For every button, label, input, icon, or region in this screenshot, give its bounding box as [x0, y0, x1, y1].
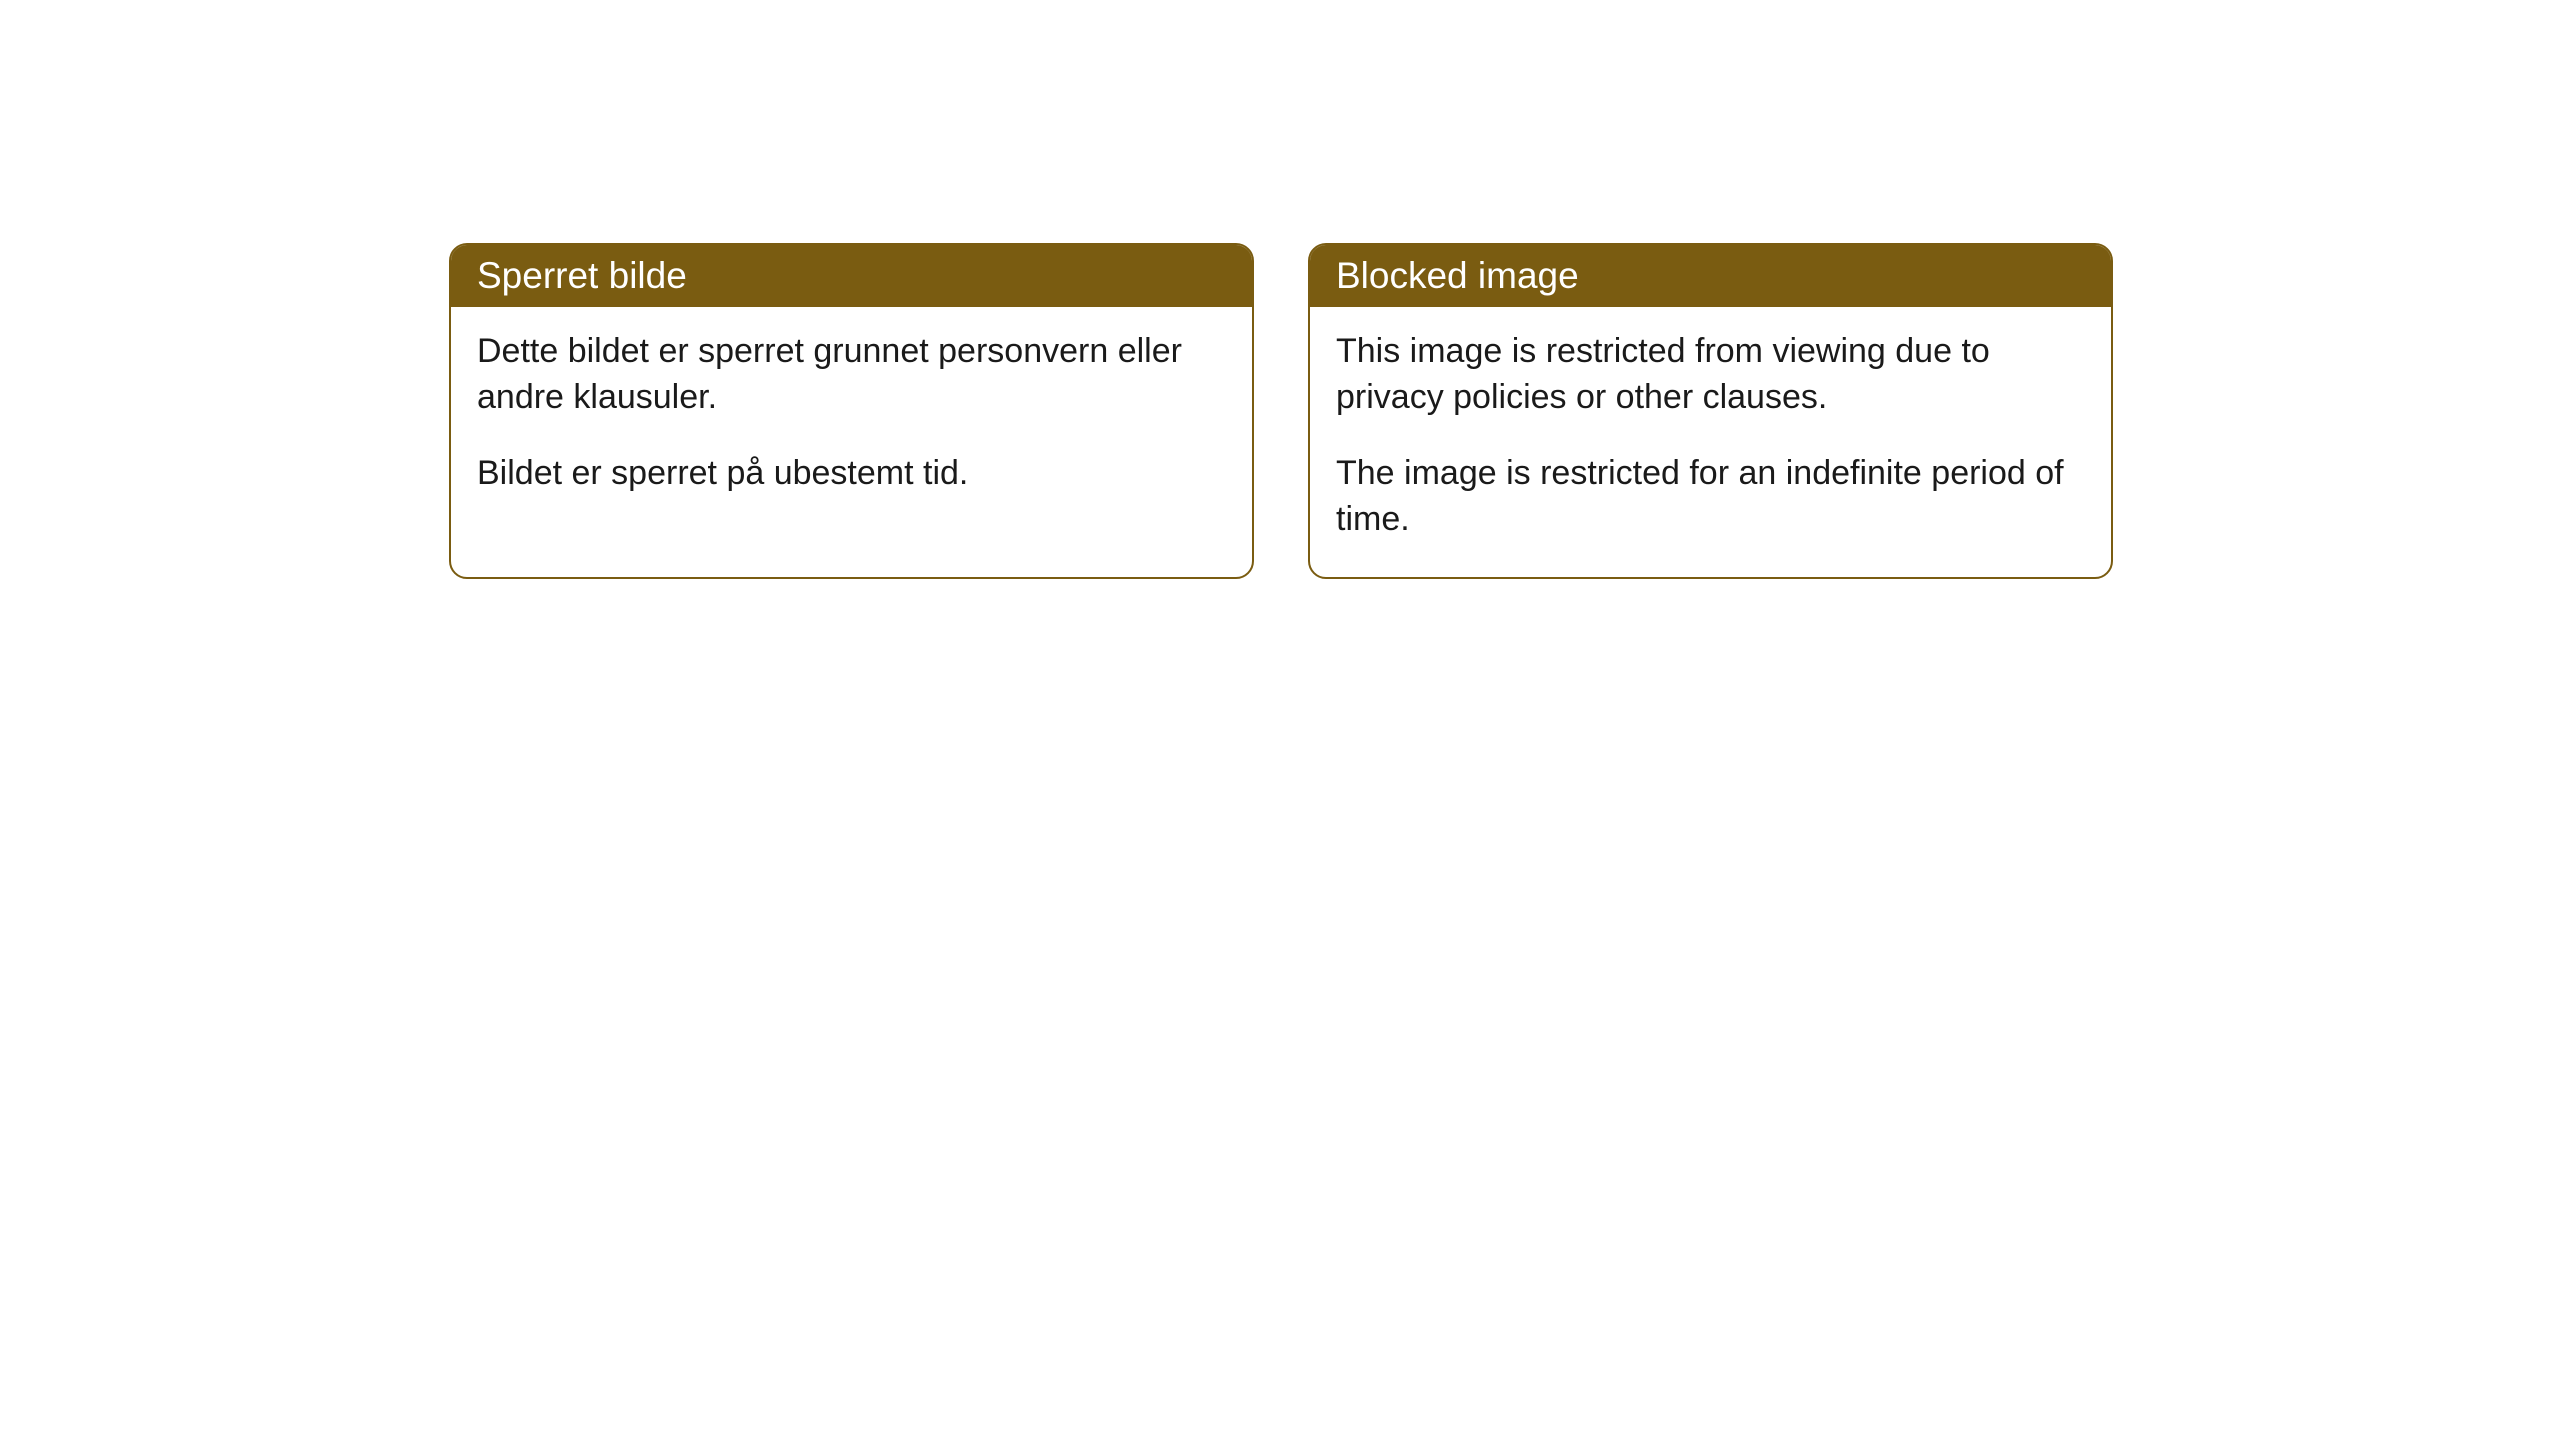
card-paragraph-1: Dette bildet er sperret grunnet personve… — [477, 329, 1226, 421]
card-paragraph-1: This image is restricted from viewing du… — [1336, 329, 2085, 421]
card-title: Blocked image — [1336, 255, 1579, 296]
card-paragraph-2: The image is restricted for an indefinit… — [1336, 451, 2085, 543]
card-paragraph-2: Bildet er sperret på ubestemt tid. — [477, 451, 1226, 497]
card-header-english: Blocked image — [1310, 245, 2111, 307]
blocked-image-card-english: Blocked image This image is restricted f… — [1308, 243, 2113, 579]
card-header-norwegian: Sperret bilde — [451, 245, 1252, 307]
notice-cards-container: Sperret bilde Dette bildet er sperret gr… — [449, 243, 2113, 579]
card-body-norwegian: Dette bildet er sperret grunnet personve… — [451, 307, 1252, 531]
blocked-image-card-norwegian: Sperret bilde Dette bildet er sperret gr… — [449, 243, 1254, 579]
card-title: Sperret bilde — [477, 255, 687, 296]
card-body-english: This image is restricted from viewing du… — [1310, 307, 2111, 577]
